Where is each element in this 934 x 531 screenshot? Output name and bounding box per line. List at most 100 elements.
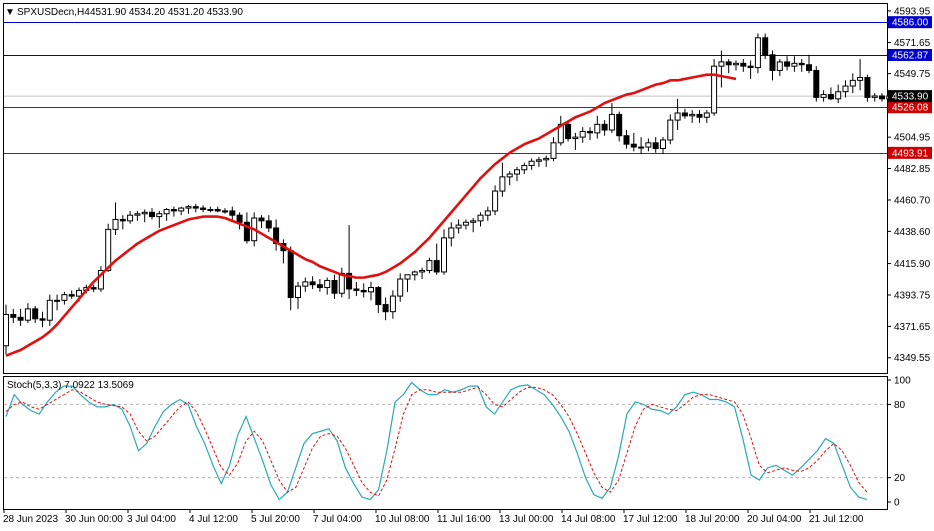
candle[interactable] bbox=[112, 202, 119, 236]
candle[interactable] bbox=[353, 281, 360, 297]
candle[interactable] bbox=[54, 294, 61, 311]
candle[interactable] bbox=[3, 304, 9, 355]
candle[interactable] bbox=[389, 290, 396, 319]
candle[interactable] bbox=[776, 59, 783, 77]
candle[interactable] bbox=[178, 206, 185, 216]
candle[interactable] bbox=[382, 297, 389, 321]
candle[interactable] bbox=[594, 115, 601, 139]
candle[interactable] bbox=[90, 284, 97, 292]
collapse-arrow-icon[interactable]: ▼ bbox=[5, 7, 15, 18]
candle[interactable] bbox=[375, 286, 382, 314]
candle[interactable] bbox=[346, 225, 353, 299]
candle[interactable] bbox=[265, 215, 272, 233]
candle[interactable] bbox=[762, 33, 769, 60]
candle[interactable] bbox=[550, 137, 557, 162]
candle[interactable] bbox=[835, 84, 842, 104]
candle[interactable] bbox=[849, 73, 856, 94]
candle[interactable] bbox=[681, 108, 688, 119]
candle[interactable] bbox=[258, 215, 265, 228]
candle[interactable] bbox=[543, 155, 550, 167]
candle[interactable] bbox=[360, 283, 367, 298]
candle[interactable] bbox=[24, 303, 31, 324]
candle[interactable] bbox=[185, 205, 192, 214]
candle[interactable] bbox=[411, 270, 418, 281]
candle[interactable] bbox=[477, 212, 484, 227]
candle[interactable] bbox=[535, 156, 542, 167]
candle[interactable] bbox=[149, 208, 155, 220]
candle[interactable] bbox=[170, 206, 177, 217]
candle[interactable] bbox=[441, 229, 447, 275]
candle[interactable] bbox=[141, 209, 148, 223]
candle[interactable] bbox=[243, 212, 250, 244]
candle[interactable] bbox=[623, 130, 630, 149]
candle[interactable] bbox=[827, 87, 834, 101]
candle[interactable] bbox=[127, 210, 134, 224]
candle[interactable] bbox=[309, 276, 316, 289]
candle[interactable] bbox=[484, 206, 491, 221]
candle[interactable] bbox=[652, 137, 659, 153]
candle[interactable] bbox=[324, 277, 331, 295]
candle[interactable] bbox=[630, 132, 637, 152]
candle[interactable] bbox=[492, 185, 499, 216]
candle[interactable] bbox=[601, 120, 608, 136]
candle[interactable] bbox=[572, 132, 579, 150]
candle[interactable] bbox=[740, 59, 747, 72]
candle[interactable] bbox=[222, 208, 228, 214]
candle[interactable] bbox=[806, 54, 812, 74]
candle[interactable] bbox=[842, 80, 849, 98]
candle[interactable] bbox=[871, 93, 878, 102]
candle[interactable] bbox=[506, 171, 513, 186]
candle[interactable] bbox=[689, 110, 696, 123]
candle[interactable] bbox=[368, 281, 374, 301]
candle[interactable] bbox=[236, 212, 243, 230]
candle[interactable] bbox=[32, 306, 39, 324]
candle[interactable] bbox=[638, 137, 645, 155]
candle[interactable] bbox=[207, 206, 214, 213]
candle[interactable] bbox=[820, 90, 827, 102]
candle[interactable] bbox=[97, 266, 104, 292]
candle[interactable] bbox=[17, 308, 24, 326]
candle[interactable] bbox=[769, 50, 776, 81]
candle[interactable] bbox=[46, 294, 53, 326]
candle[interactable] bbox=[338, 267, 345, 298]
candle[interactable] bbox=[703, 110, 710, 123]
candle[interactable] bbox=[864, 74, 871, 102]
candle[interactable] bbox=[455, 219, 462, 234]
stoch-panel[interactable] bbox=[3, 376, 888, 510]
candle[interactable] bbox=[119, 215, 126, 230]
candle[interactable] bbox=[674, 98, 681, 131]
candle[interactable] bbox=[608, 103, 615, 133]
candle[interactable] bbox=[499, 162, 506, 197]
candle[interactable] bbox=[616, 111, 623, 142]
candle[interactable] bbox=[587, 127, 593, 140]
candle[interactable] bbox=[470, 218, 477, 233]
candle[interactable] bbox=[61, 291, 68, 305]
candle[interactable] bbox=[214, 206, 221, 213]
candle[interactable] bbox=[397, 273, 404, 302]
price-panel[interactable] bbox=[3, 3, 888, 374]
candle[interactable] bbox=[514, 166, 520, 182]
candle[interactable] bbox=[105, 223, 112, 272]
candle[interactable] bbox=[718, 50, 725, 88]
candle[interactable] bbox=[660, 137, 666, 155]
candle[interactable] bbox=[696, 110, 703, 123]
candle[interactable] bbox=[857, 59, 864, 91]
candle[interactable] bbox=[156, 210, 163, 228]
candle[interactable] bbox=[798, 59, 805, 72]
candle[interactable] bbox=[579, 127, 586, 143]
candle[interactable] bbox=[711, 59, 718, 116]
candle[interactable] bbox=[448, 222, 455, 247]
candle[interactable] bbox=[784, 56, 791, 71]
candle[interactable] bbox=[645, 138, 652, 152]
candle[interactable] bbox=[433, 243, 440, 275]
candle[interactable] bbox=[134, 210, 141, 221]
candle[interactable] bbox=[229, 206, 236, 221]
candle[interactable] bbox=[528, 158, 535, 170]
candle[interactable] bbox=[331, 274, 338, 299]
candle[interactable] bbox=[295, 281, 301, 309]
candle[interactable] bbox=[419, 267, 426, 280]
candle[interactable] bbox=[754, 33, 761, 74]
candle[interactable] bbox=[733, 60, 739, 71]
candle[interactable] bbox=[879, 93, 885, 102]
